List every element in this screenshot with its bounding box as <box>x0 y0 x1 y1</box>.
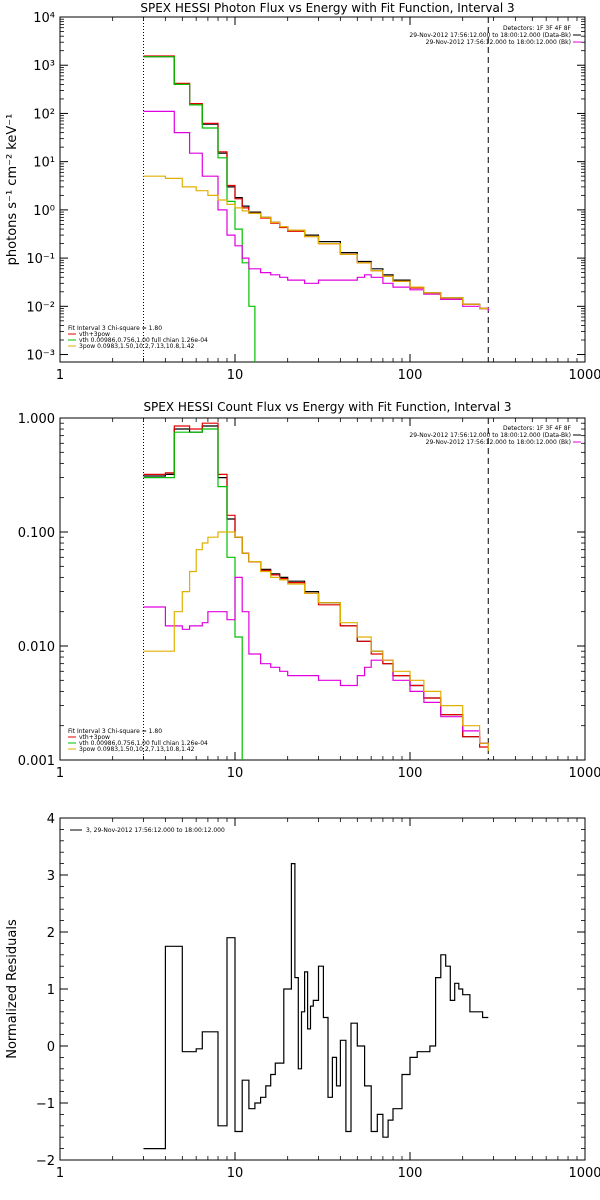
legend-label: 3, 29-Nov-2012 17:56:12.000 to 18:00:12.… <box>86 827 225 834</box>
y-axis-label: Normalized Residuals <box>5 919 20 1059</box>
y-tick-label: 0.001 <box>18 754 55 769</box>
chart-panel-2: SPEX HESSI Count Flux vs Energy with Fit… <box>18 400 600 781</box>
fit-text: Fit Interval 3 Chi-square = 1.80 <box>68 325 162 332</box>
x-tick-label: 1 <box>56 368 64 383</box>
series-line-3 <box>143 56 256 362</box>
series-line-1 <box>143 863 489 1150</box>
y-tick-label: 10⁴ <box>33 11 55 26</box>
y-tick-label: 0.010 <box>18 640 55 655</box>
header-text: 29-Nov-2012 17:56:12.000 to 18:00:12.000… <box>426 439 571 446</box>
y-tick-label: 3 <box>47 869 55 884</box>
fit-text: 3pow 0.0983,1.50,10.2,7.13,10.8,1.42 <box>79 746 195 753</box>
y-tick-label: 4 <box>47 812 55 827</box>
series-line-2 <box>143 55 489 310</box>
y-tick-label: 10⁻³ <box>26 349 55 364</box>
chart-panel-1: SPEX HESSI Photon Flux vs Energy with Fi… <box>5 1 600 383</box>
y-tick-label: 1.000 <box>18 412 55 427</box>
series-group <box>143 55 489 362</box>
y-tick-label: −1 <box>36 1097 55 1112</box>
series-line-1 <box>143 56 489 310</box>
y-tick-label: 10³ <box>33 59 55 74</box>
header-text: 29-Nov-2012 17:56:12.000 to 18:00:12.000… <box>426 39 571 46</box>
y-tick-label: 10¹ <box>33 156 55 171</box>
series-group <box>143 863 489 1150</box>
chart-panel-3: 1 10 100 1000 −2 −1 0 1 2 3 4 Normalized Residuals 3… <box>5 812 600 1181</box>
x-tick-label: 1 <box>56 1166 64 1181</box>
series-line-3 <box>143 428 243 760</box>
fit-text: 3pow 0.0983,1.50,10.2,7.13,10.8,1.42 <box>79 343 195 350</box>
y-tick-label: 10⁰ <box>33 204 55 219</box>
y-tick-label: 1 <box>47 983 55 998</box>
plot-frame <box>59 417 586 761</box>
x-tick-label: 100 <box>398 368 423 383</box>
x-tick-label: 100 <box>398 766 423 781</box>
x-tick-label: 10 <box>227 1166 244 1181</box>
y-axis-label: photons s⁻¹ cm⁻² keV⁻¹ <box>5 114 20 266</box>
fit-text: Fit Interval 3 Chi-square = 1.80 <box>68 728 162 735</box>
plot-frame <box>59 16 586 363</box>
y-tick-label: 10⁻² <box>26 300 55 315</box>
series-group <box>143 422 489 760</box>
series-line-5 <box>143 531 489 751</box>
fit-text: vth+3pow <box>79 734 110 741</box>
series-line-1 <box>143 425 489 744</box>
y-tick-label: 0 <box>47 1040 55 1055</box>
y-tick-label: 10⁻¹ <box>26 252 55 267</box>
header-text: Detectors: 1F 3F 4F 8F <box>503 425 572 432</box>
x-tick-label: 1000 <box>568 1166 600 1181</box>
header-text: 29-Nov-2012 17:56:12.000 to 18:00:12.000… <box>409 32 571 39</box>
x-tick-label: 1000 <box>568 368 600 383</box>
series-line-4 <box>143 576 489 747</box>
fit-text: vth 0.00986,0.756,1.00 full chian 1.26e-… <box>79 337 208 344</box>
header-text: Detectors: 1F 3F 4F 8F <box>503 25 572 32</box>
x-tick-label: 10 <box>227 368 244 383</box>
x-tick-label: 10 <box>227 766 244 781</box>
chart-title: SPEX HESSI Photon Flux vs Energy with Fi… <box>140 1 514 15</box>
series-line-2 <box>143 422 489 748</box>
fit-text: vth+3pow <box>79 331 110 338</box>
y-tick-label: −2 <box>36 1154 55 1169</box>
series-line-4 <box>143 110 489 311</box>
series-line-5 <box>143 175 489 310</box>
fit-text: vth 0.00986,0.756,1.00 full chian 1.26e-… <box>79 740 208 747</box>
chart-title: SPEX HESSI Count Flux vs Energy with Fit… <box>143 400 511 414</box>
x-tick-label: 1 <box>56 766 64 781</box>
y-tick-label: 0.100 <box>18 526 55 541</box>
header-text: 29-Nov-2012 17:56:12.000 to 18:00:12.000… <box>409 432 571 439</box>
plot-frame <box>59 817 586 1161</box>
y-tick-label: 2 <box>47 926 55 941</box>
y-tick-label: 10² <box>33 107 55 122</box>
x-tick-label: 100 <box>398 1166 423 1181</box>
x-tick-label: 1000 <box>568 766 600 781</box>
